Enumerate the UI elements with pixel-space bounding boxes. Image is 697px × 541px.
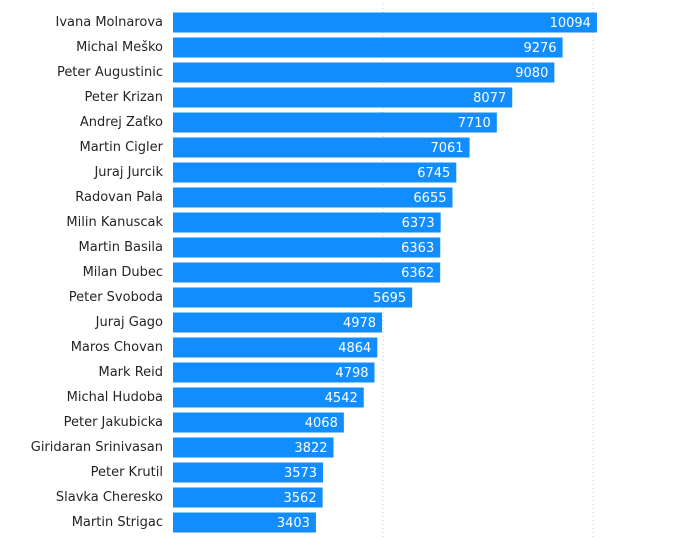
value-label: 4542 [325, 391, 358, 406]
value-label: 6362 [401, 266, 434, 281]
value-label: 4798 [335, 366, 368, 381]
category-label: Peter Svoboda [69, 290, 163, 305]
bar [173, 12, 597, 33]
value-label: 3562 [284, 491, 317, 506]
value-label: 7710 [458, 116, 491, 131]
category-label: Juraj Jurcik [93, 165, 163, 180]
bar [173, 337, 378, 358]
bar [173, 262, 441, 283]
bar [173, 412, 344, 433]
bar [173, 137, 470, 158]
category-label: Milan Dubec [83, 265, 163, 280]
bar [173, 37, 563, 58]
value-label: 6655 [413, 191, 446, 206]
bar [173, 112, 497, 133]
category-label: Martin Strigac [72, 515, 163, 530]
category-label: Juraj Gago [95, 315, 163, 330]
category-label: Peter Krutil [91, 465, 163, 480]
bar [173, 437, 334, 458]
category-label: Radovan Pala [75, 190, 163, 205]
category-label: Martin Basila [79, 240, 163, 255]
category-label: Michal Meško [76, 40, 163, 55]
bar [173, 462, 324, 483]
value-label: 7061 [430, 141, 463, 156]
value-label: 9276 [523, 41, 556, 56]
value-label: 4864 [338, 341, 371, 356]
category-label: Ivana Molnarova [56, 15, 164, 30]
category-label: Milin Kanuscak [66, 215, 163, 230]
category-label: Peter Jakubicka [64, 415, 163, 430]
value-label: 3573 [284, 466, 317, 481]
value-label: 4068 [305, 416, 338, 431]
bar [173, 287, 413, 308]
category-label: Andrej Zaťko [80, 115, 163, 130]
bar [173, 512, 316, 533]
bar [173, 162, 457, 183]
bar [173, 87, 513, 108]
bar [173, 62, 555, 83]
bar [173, 187, 453, 208]
bar [173, 487, 323, 508]
bar [173, 212, 441, 233]
category-label: Michal Hudoba [67, 390, 163, 405]
category-label: Slavka Cheresko [56, 490, 163, 505]
bar [173, 312, 383, 333]
value-label: 5695 [373, 291, 406, 306]
value-label: 3403 [277, 516, 310, 531]
value-label: 6363 [401, 241, 434, 256]
bar [173, 362, 375, 383]
value-label: 4978 [343, 316, 376, 331]
value-label: 6745 [417, 166, 450, 181]
bar [173, 387, 364, 408]
bar [173, 237, 441, 258]
category-label: Peter Augustinic [57, 65, 163, 80]
category-label: Mark Reid [99, 365, 164, 380]
category-label: Peter Krizan [85, 90, 163, 105]
value-label: 10094 [550, 16, 591, 31]
category-label: Giridaran Srinivasan [31, 440, 163, 455]
category-label: Martin Cigler [79, 140, 163, 155]
category-label: Maros Chovan [71, 340, 163, 355]
value-label: 8077 [473, 91, 506, 106]
value-label: 9080 [515, 66, 548, 81]
value-label: 6373 [402, 216, 435, 231]
value-label: 3822 [294, 441, 327, 456]
